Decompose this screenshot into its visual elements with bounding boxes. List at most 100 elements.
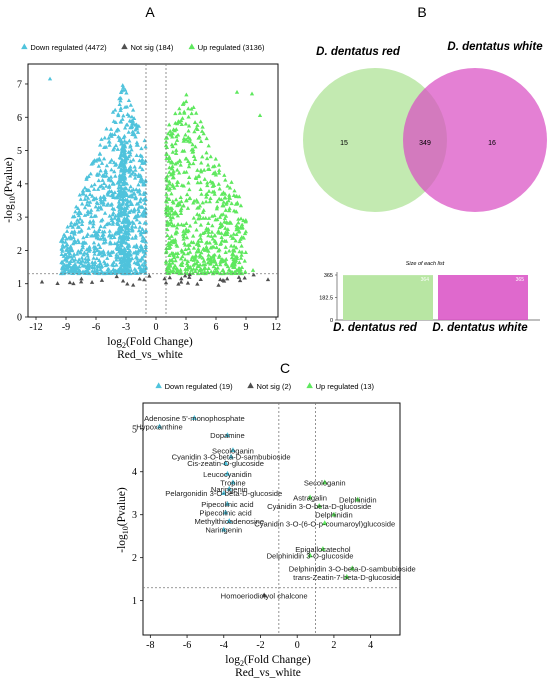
point-down bbox=[128, 184, 133, 189]
point-up bbox=[170, 260, 175, 265]
point-up bbox=[205, 162, 211, 167]
point-up bbox=[221, 271, 226, 276]
point-label: Delphinidin bbox=[339, 496, 377, 505]
point-up bbox=[218, 262, 223, 267]
y-ticks-c: 1 2 3 4 5 bbox=[132, 424, 143, 607]
point-down bbox=[60, 260, 65, 265]
point-up bbox=[223, 177, 228, 182]
point-down bbox=[98, 260, 103, 265]
point-down bbox=[71, 269, 77, 274]
point-down bbox=[135, 201, 141, 206]
point-notsig bbox=[216, 282, 221, 287]
point-down bbox=[101, 232, 106, 237]
point-up bbox=[166, 240, 172, 245]
point-down bbox=[93, 231, 98, 236]
point-down bbox=[130, 132, 135, 136]
point-up bbox=[236, 228, 242, 233]
point-down bbox=[126, 149, 131, 154]
point-down bbox=[140, 247, 145, 252]
point-down bbox=[98, 267, 103, 272]
point-up bbox=[231, 260, 236, 265]
point-up bbox=[231, 264, 237, 268]
point-down bbox=[119, 161, 124, 165]
point-notsig bbox=[39, 279, 45, 284]
point-up bbox=[184, 99, 189, 104]
point-down bbox=[85, 259, 91, 264]
point-up bbox=[239, 249, 245, 254]
point-down bbox=[114, 257, 119, 262]
point-down bbox=[117, 246, 122, 250]
point-down bbox=[76, 269, 81, 274]
x-tick-label: -12 bbox=[29, 322, 42, 333]
point-down bbox=[110, 221, 115, 226]
point-down bbox=[101, 194, 106, 199]
point-down bbox=[60, 242, 65, 247]
point-up bbox=[194, 126, 199, 130]
point-label: Delphinidin 3-O-glucoside bbox=[267, 552, 354, 561]
point-notsig bbox=[176, 281, 181, 286]
y-tick-label: 3 bbox=[132, 510, 137, 521]
point-down bbox=[115, 146, 120, 151]
point-down bbox=[111, 119, 116, 123]
point-up bbox=[167, 165, 172, 170]
point-down bbox=[92, 259, 98, 264]
point-up bbox=[239, 271, 245, 276]
point-down bbox=[124, 90, 129, 95]
y-tick-label: 2 bbox=[17, 246, 22, 257]
point-up bbox=[170, 149, 175, 154]
plot-frame-c bbox=[142, 402, 401, 636]
point-down bbox=[130, 235, 135, 240]
point-down bbox=[110, 262, 115, 267]
point-up bbox=[198, 139, 204, 144]
point-down bbox=[129, 202, 135, 206]
point-up bbox=[187, 187, 192, 192]
point-down bbox=[135, 130, 141, 134]
size-bar-value: 365 bbox=[516, 277, 525, 283]
point-down bbox=[102, 224, 107, 229]
point-down bbox=[106, 233, 112, 238]
point-down bbox=[71, 258, 76, 263]
point-down bbox=[111, 267, 116, 272]
point-down bbox=[137, 158, 142, 163]
point-down bbox=[123, 258, 128, 263]
point-down bbox=[117, 203, 122, 207]
point-down bbox=[114, 241, 120, 245]
point-down bbox=[78, 197, 83, 201]
point-up bbox=[196, 238, 201, 243]
point-up bbox=[178, 256, 184, 261]
point-up bbox=[211, 264, 216, 269]
point-down bbox=[118, 106, 124, 110]
point-down bbox=[119, 243, 125, 248]
point-down bbox=[107, 142, 112, 147]
point-down bbox=[123, 87, 128, 92]
point-up bbox=[207, 240, 212, 245]
point-down bbox=[92, 182, 97, 187]
point-up bbox=[237, 266, 242, 271]
point-up bbox=[250, 267, 256, 272]
point-notsig bbox=[265, 277, 271, 282]
point-down bbox=[61, 253, 66, 258]
point-down bbox=[99, 200, 104, 205]
point-up bbox=[175, 180, 180, 184]
size-bar-value: 364 bbox=[421, 277, 430, 283]
point-down bbox=[96, 163, 101, 168]
point-down bbox=[116, 111, 121, 116]
point-down bbox=[133, 127, 138, 132]
point-up bbox=[219, 231, 224, 235]
point-down bbox=[97, 245, 103, 250]
point-up bbox=[164, 211, 169, 216]
point-down bbox=[85, 199, 90, 204]
x-tick-label: 0 bbox=[295, 640, 300, 651]
point-up bbox=[198, 235, 203, 240]
point-down bbox=[70, 224, 75, 229]
point-down bbox=[65, 248, 70, 252]
x-tick-label: -4 bbox=[220, 640, 228, 651]
point-up bbox=[168, 214, 173, 219]
point-down bbox=[103, 170, 108, 175]
point-down bbox=[97, 227, 102, 232]
point-down bbox=[119, 193, 124, 198]
point-up bbox=[210, 184, 215, 188]
legend-up-icon bbox=[306, 382, 313, 389]
point-up bbox=[195, 180, 200, 185]
point-down bbox=[106, 192, 111, 197]
